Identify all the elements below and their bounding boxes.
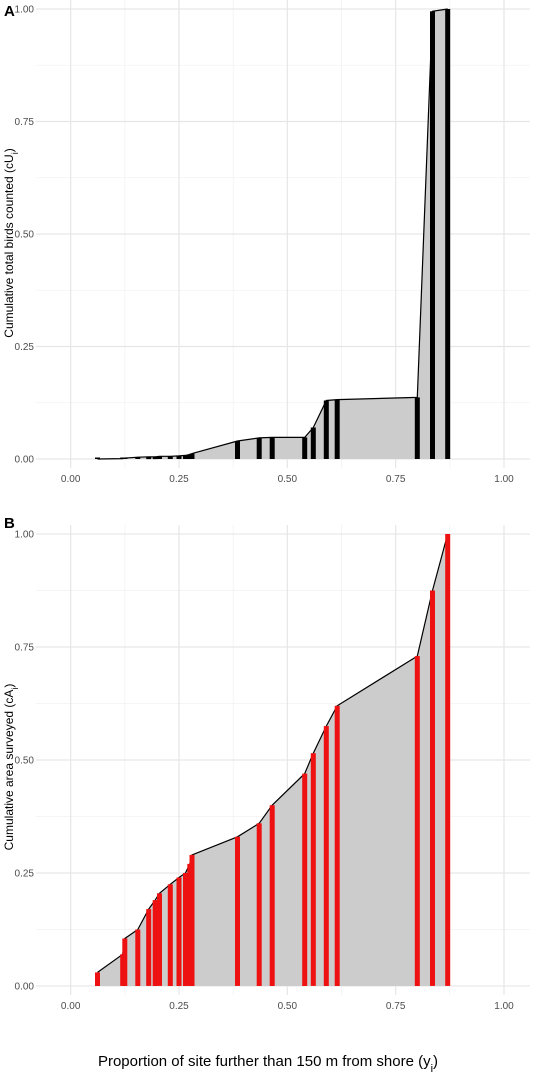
panel-a-y-tick-label: 0.75	[15, 117, 35, 128]
panel-a-grid	[36, 0, 530, 468]
panel-a-bar	[152, 456, 158, 460]
panel-a-bar	[183, 455, 188, 459]
panel-b-bar	[414, 656, 420, 986]
panel-b-ylabel: Cumulative area surveyed (cAi)	[2, 684, 20, 851]
panel-a-x-tick-label: 0.50	[278, 474, 298, 485]
panel-a-x-tick-label: 0.00	[61, 474, 81, 485]
panel-a-x-tick-label: 0.75	[386, 474, 406, 485]
panel-b-y-tick-label: 0.75	[15, 643, 35, 654]
panel-b-bar	[157, 893, 162, 986]
panel-b-bar	[323, 726, 329, 986]
panel-a-y-tick-label: 0.25	[15, 342, 35, 353]
panel-a-bar	[176, 455, 182, 459]
panel-a-bar	[334, 399, 340, 459]
panel-b-y-tick-label: 0.00	[15, 981, 35, 992]
panel-b-letter: B	[4, 515, 15, 532]
panel-a-bar	[235, 441, 240, 459]
panel-b-bars	[95, 534, 451, 986]
panel-a-bar	[256, 437, 262, 459]
panel-a-bar	[189, 453, 195, 459]
panel-b-bar	[167, 884, 173, 986]
panel-b-x-tick-label: 0.25	[169, 1001, 189, 1012]
panel-b-bar	[269, 805, 275, 986]
panel-a-bar	[269, 437, 275, 459]
panel-a-x-tick-label: 1.00	[494, 474, 514, 485]
panel-a-bar	[157, 456, 162, 459]
panel-b-x-ticks: 0.00 0.25 0.50 0.75 1.00	[61, 1001, 514, 1012]
panel-a-bar	[414, 397, 420, 459]
panel-b-y-tick-label: 0.50	[15, 756, 35, 767]
panel-b-area-fill	[97, 534, 448, 986]
panel-b-bar	[430, 590, 435, 986]
panel-a-y-tick-label: 1.00	[15, 5, 35, 16]
panel-b-bar	[445, 534, 451, 986]
panel-b-bar	[334, 705, 340, 986]
panel-a-x-ticks: 0.00 0.25 0.50 0.75 1.00	[61, 474, 514, 485]
panel-a-y-tick-label: 0.00	[15, 455, 35, 466]
panel-b-bar	[235, 836, 240, 986]
panel-b-y-ticks: 0.00 0.25 0.50 0.75 1.00	[15, 530, 35, 993]
panel-b-x-tick-label: 0.00	[61, 1001, 81, 1012]
panel-b-bar	[189, 854, 195, 986]
panel-b-x-tick-label: 0.50	[278, 1001, 298, 1012]
panel-b: B Cumulative area surveyed (cAi) 0.00 0.2…	[2, 515, 530, 1012]
panel-b-bar	[135, 929, 141, 986]
panel-a-y-tick-label: 0.50	[15, 230, 35, 241]
panel-b-x-tick-label: 1.00	[494, 1001, 514, 1012]
panel-b-bar	[176, 877, 182, 986]
panel-a-area-fill	[97, 9, 448, 459]
panel-a-bar	[135, 457, 141, 459]
panel-b-y-tick-label: 0.25	[15, 868, 35, 879]
panel-a-bar	[95, 457, 100, 459]
panel-a-ylabel: Cumulative total birds counted (cUi)	[2, 148, 20, 337]
panel-b-bar	[152, 900, 158, 986]
x-axis-title: Proportion of site further than 150 m fr…	[98, 1053, 438, 1075]
panel-a: A Cumulative total birds counted (cUi) 0…	[2, 0, 530, 485]
panel-a-bar	[445, 9, 451, 459]
panel-a-bars	[95, 9, 451, 460]
panel-b-bar	[122, 938, 128, 986]
panel-a-bar	[122, 457, 128, 459]
panel-a-bar	[430, 11, 435, 460]
panel-a-bar	[167, 456, 173, 459]
panel-b-x-tick-label: 0.75	[386, 1001, 406, 1012]
panel-b-bar	[302, 773, 308, 986]
panel-b-bar	[95, 972, 100, 986]
panel-a-bar	[310, 427, 316, 459]
panel-a-bar	[323, 400, 329, 459]
panel-b-bar	[146, 909, 152, 986]
panel-b-bar	[310, 753, 316, 986]
panel-a-bar	[302, 437, 308, 459]
panel-a-bar	[146, 456, 152, 460]
panel-a-y-ticks: 0.00 0.25 0.50 0.75 1.00	[15, 5, 35, 466]
panel-b-bar	[256, 823, 262, 986]
panel-b-bar	[183, 873, 188, 986]
panel-a-letter: A	[4, 3, 15, 20]
panel-b-y-tick-label: 1.00	[15, 530, 35, 541]
panel-a-x-tick-label: 0.25	[169, 474, 189, 485]
